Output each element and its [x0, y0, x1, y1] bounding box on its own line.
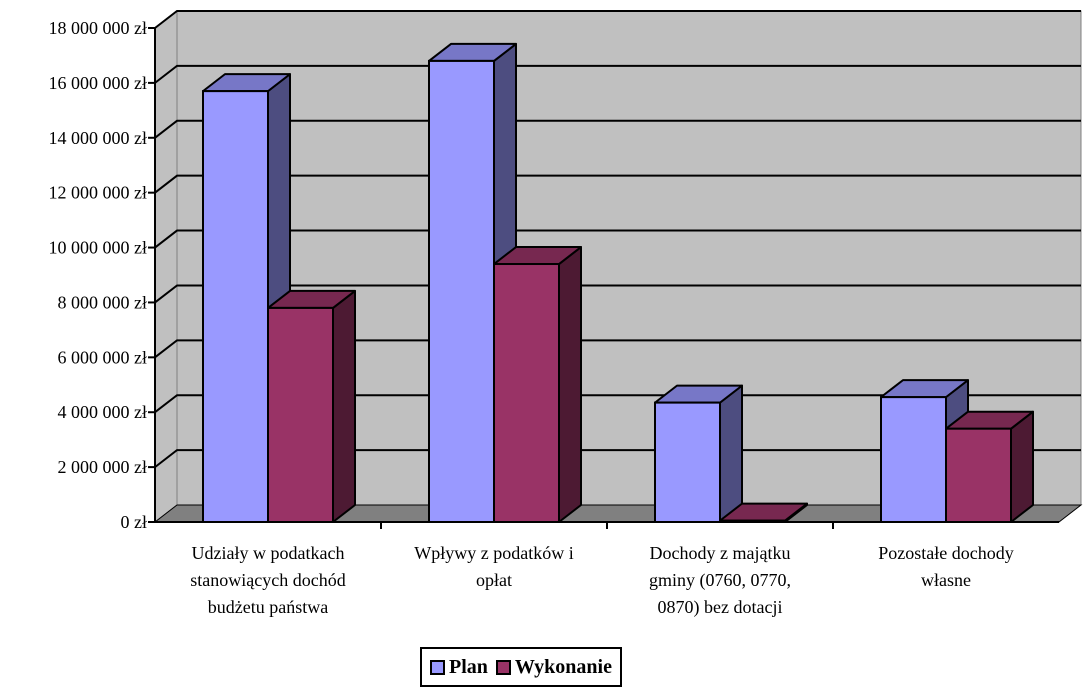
side-wall — [154, 9, 178, 524]
bar-plan — [880, 396, 947, 523]
x-category-label-line: 0870) bez dotacji — [657, 597, 783, 617]
legend-item-plan: Plan — [430, 656, 488, 679]
bar-wykonanie — [267, 306, 334, 523]
y-tick-label: 2 000 000 zł — [58, 457, 148, 477]
bar-wykonanie — [493, 263, 560, 523]
gridline — [154, 394, 1081, 414]
x-category-label: Udziały w podatkach stanowiących dochód bu… — [153, 540, 383, 621]
legend-swatch-wykonanie — [495, 659, 511, 675]
y-tick-label: 6 000 000 zł — [58, 347, 148, 367]
gridline — [154, 64, 1081, 84]
y-tick-label: 16 000 000 zł — [49, 73, 148, 93]
y-tick-label: 4 000 000 zł — [58, 402, 148, 422]
bar-side-wykonanie — [1010, 410, 1034, 523]
gridline — [154, 339, 1081, 359]
gridline — [154, 10, 1081, 29]
bar-side-wykonanie — [332, 289, 356, 523]
x-category-label-line: stanowiących dochód — [190, 570, 346, 590]
bar-plan — [428, 59, 495, 524]
x-category-label-line: budżetu państwa — [207, 597, 329, 617]
bar-plan — [202, 90, 269, 523]
gridline — [154, 119, 1081, 139]
y-tick-label: 12 000 000 zł — [49, 183, 148, 203]
x-category-label-line: Dochody z majątku — [649, 543, 791, 563]
bar-plan — [654, 401, 721, 523]
x-category-label-line: opłat — [476, 570, 512, 590]
gridline — [154, 284, 1081, 304]
bar-wykonanie — [719, 519, 786, 524]
x-category-label: Pozostałe dochody własne — [831, 540, 1061, 594]
gridline — [154, 449, 1081, 468]
y-tick-label: 18 000 000 zł — [49, 18, 148, 38]
legend-label-plan: Plan — [449, 655, 488, 678]
y-tick-label: 14 000 000 zł — [49, 128, 148, 148]
bar-side-wykonanie — [558, 246, 582, 523]
x-category-label: Dochody z majątku gminy (0760, 0770, 0870)… — [605, 540, 835, 621]
bar-side-plan — [719, 384, 743, 523]
gridline — [154, 174, 1081, 194]
x-category-label-line: własne — [921, 570, 971, 590]
y-tick-label: 0 zł — [121, 512, 148, 532]
x-category-label-line: Pozostałe dochody — [878, 543, 1014, 563]
legend-item-wykonanie: Wykonanie — [495, 655, 612, 679]
x-category-label-line: gminy (0760, 0770, — [649, 570, 791, 590]
legend: Plan Wykonanie — [420, 647, 622, 687]
x-category-label: Wpływy z podatków i opłat — [379, 540, 609, 594]
y-tick-label: 8 000 000 zł — [58, 292, 148, 312]
legend-swatch-plan — [430, 659, 445, 675]
gridline — [154, 229, 1081, 249]
y-tick-label: 10 000 000 zł — [49, 238, 148, 258]
bar-wykonanie — [945, 427, 1012, 524]
x-category-label-line: Wpływy z podatków i — [414, 543, 574, 563]
legend-label-wykonanie: Wykonanie — [514, 655, 612, 678]
x-category-label-line: Udziały w podatkach — [191, 543, 345, 563]
